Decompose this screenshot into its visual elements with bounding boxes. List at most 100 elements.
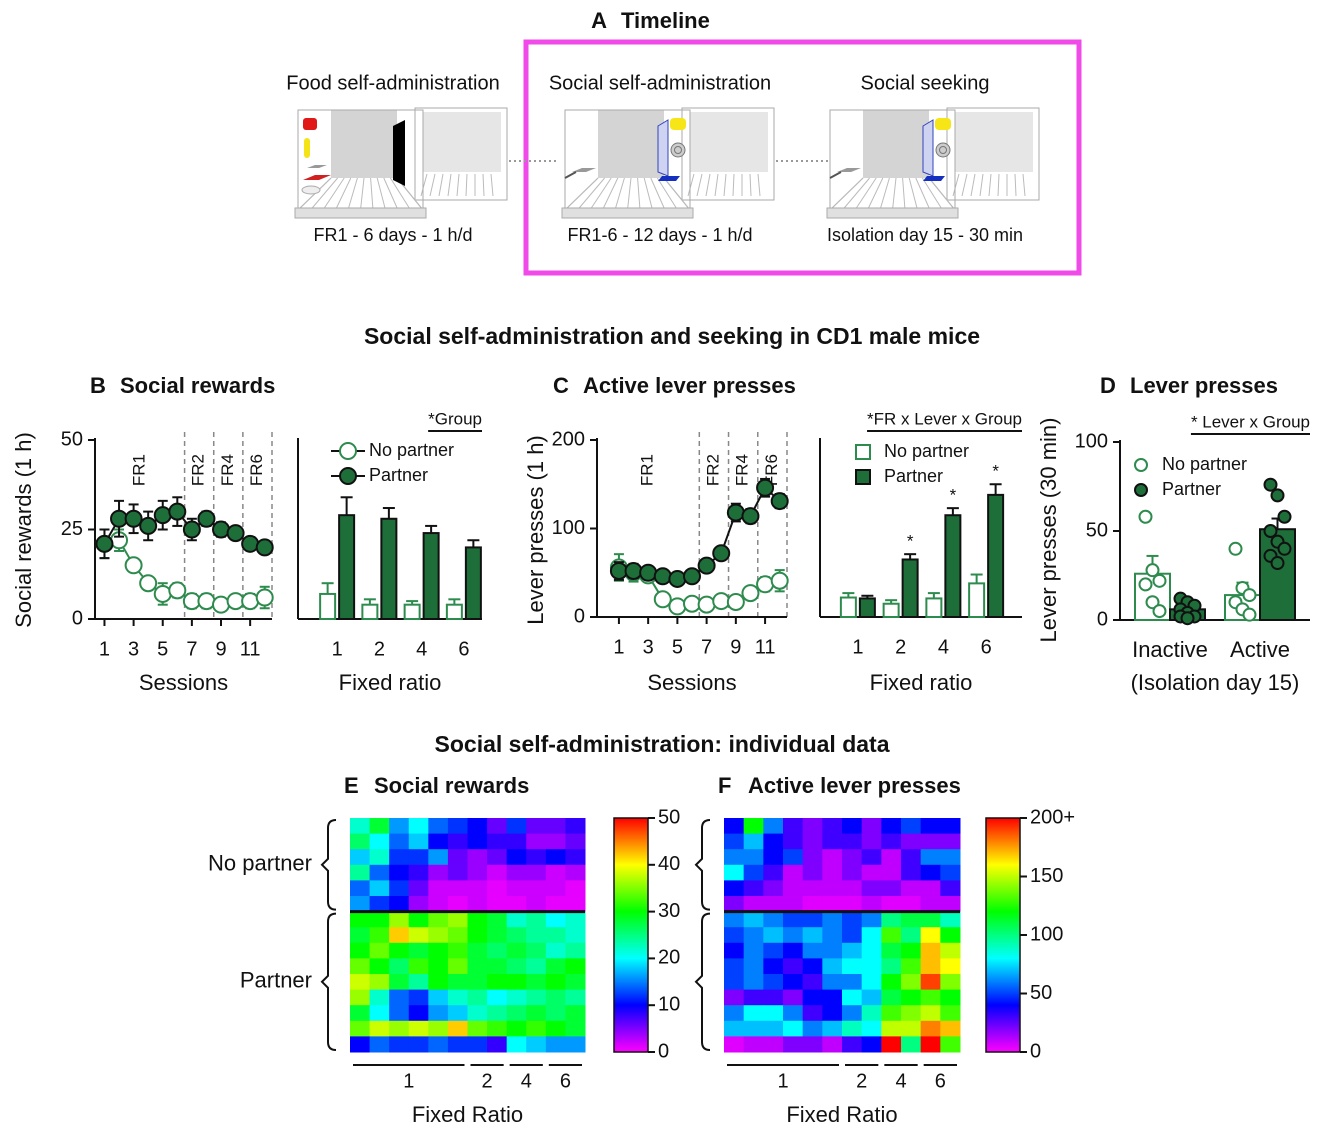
heatmap-cell <box>467 942 488 959</box>
speaker <box>674 146 682 154</box>
heatmap-cell <box>487 942 508 959</box>
legend-label: Partner <box>369 465 428 485</box>
cue-light <box>670 118 686 130</box>
bar <box>987 493 1005 618</box>
heatmap-cell <box>783 1005 804 1022</box>
data-point <box>668 569 687 588</box>
heatmap-cell <box>822 880 843 897</box>
heatmap-cell <box>724 1036 745 1053</box>
heatmap-cell <box>447 833 468 850</box>
panel-title: Social rewards <box>120 373 275 398</box>
heatmap-cell <box>861 818 882 835</box>
heatmap-cell <box>842 1020 863 1037</box>
panel-title: Active lever presses <box>583 373 796 398</box>
heatmap-cell <box>506 1020 527 1037</box>
heatmap-cell <box>920 880 941 897</box>
individual-point <box>1145 595 1160 610</box>
x-axis-label: Sessions <box>139 670 228 695</box>
legend-label: Partner <box>1162 479 1221 499</box>
heatmap-cell <box>763 927 784 944</box>
row-group-label: Partner <box>240 968 312 993</box>
heatmap-cell <box>389 833 410 850</box>
heatmap-cell <box>783 818 804 835</box>
heatmap-cell <box>802 880 823 897</box>
floor-slat <box>656 177 678 211</box>
x-tick-label: 11 <box>240 638 261 660</box>
heatmap-cell <box>881 927 902 944</box>
heatmap-cell <box>526 911 547 928</box>
x-tick-label: 9 <box>215 638 226 660</box>
floor-slat <box>997 173 1000 197</box>
floor-slat <box>928 177 956 211</box>
floor-slat <box>650 177 666 211</box>
data-point <box>726 592 745 611</box>
floor-slat <box>420 173 428 197</box>
heatmap-cell <box>428 989 449 1006</box>
heatmap-cell <box>920 927 941 944</box>
data-point <box>741 584 760 603</box>
data-point <box>683 567 701 586</box>
heatmap-cell <box>940 1020 961 1037</box>
legend-marker <box>1134 483 1148 497</box>
heatmap-cell <box>447 864 468 881</box>
individual-point <box>1152 604 1167 619</box>
data-point <box>697 595 716 614</box>
heatmap-cell <box>447 974 468 991</box>
heatmap-cell <box>763 974 784 991</box>
chamber-icon <box>826 107 1040 219</box>
individual-point <box>1138 577 1153 592</box>
lever <box>837 168 861 172</box>
heatmap-cell <box>389 911 410 928</box>
heatmap-cell <box>369 864 390 881</box>
heatmap-cell <box>920 911 941 928</box>
heatmap-cell <box>467 833 488 850</box>
column-group-label: 1 <box>403 1070 414 1092</box>
data-point <box>624 561 643 580</box>
bar <box>925 597 943 618</box>
heatmap-cell <box>506 864 527 881</box>
x-axis-label: Fixed Ratio <box>412 1102 523 1127</box>
significance-label: * <box>950 486 957 505</box>
heatmap-cell <box>389 1020 410 1037</box>
heatmap-cell <box>389 818 410 835</box>
heatmap-cell <box>506 974 527 991</box>
floor-slat <box>979 173 984 197</box>
row-group-bracket <box>694 819 711 911</box>
bar <box>901 558 919 618</box>
heatmap-cell <box>369 833 390 850</box>
heatmap-cell <box>842 942 863 959</box>
heatmap-cell <box>802 989 823 1006</box>
data-point <box>756 575 775 594</box>
heatmap-cell <box>842 974 863 991</box>
floor-slat <box>921 177 943 211</box>
stage-label: Social seeking <box>861 72 990 94</box>
heatmap-cell <box>881 942 902 959</box>
floor-slat <box>335 177 352 211</box>
heatmap-cell <box>724 896 745 913</box>
heatmap-cell <box>545 942 566 959</box>
heatmap-cell <box>506 942 527 959</box>
chamber-back-wall <box>331 110 397 178</box>
heatmap-cell <box>940 1005 961 1022</box>
heatmap-cell <box>822 958 843 975</box>
stage-label: Food self-administration <box>286 72 499 94</box>
heatmap-cell <box>350 818 371 835</box>
heatmap-cell <box>467 896 488 913</box>
heatmap-cell <box>802 833 823 850</box>
x-tick-label: 4 <box>416 638 427 660</box>
heatmap-cell <box>565 911 586 928</box>
data-point <box>712 544 731 563</box>
heatmap-cell <box>526 958 547 975</box>
heatmap-cell <box>743 1020 764 1037</box>
heatmap-cell <box>428 1036 449 1053</box>
heatmap-cell <box>447 896 468 913</box>
floor-slat <box>383 177 399 211</box>
heatmap-cell <box>783 880 804 897</box>
panel-letter: C <box>553 373 569 398</box>
heatmap-cell <box>467 1036 488 1053</box>
bar <box>319 592 337 621</box>
heatmap-cell <box>565 927 586 944</box>
lever <box>307 165 327 168</box>
heatmap-cell <box>901 896 922 913</box>
heatmap-cell <box>408 989 429 1006</box>
